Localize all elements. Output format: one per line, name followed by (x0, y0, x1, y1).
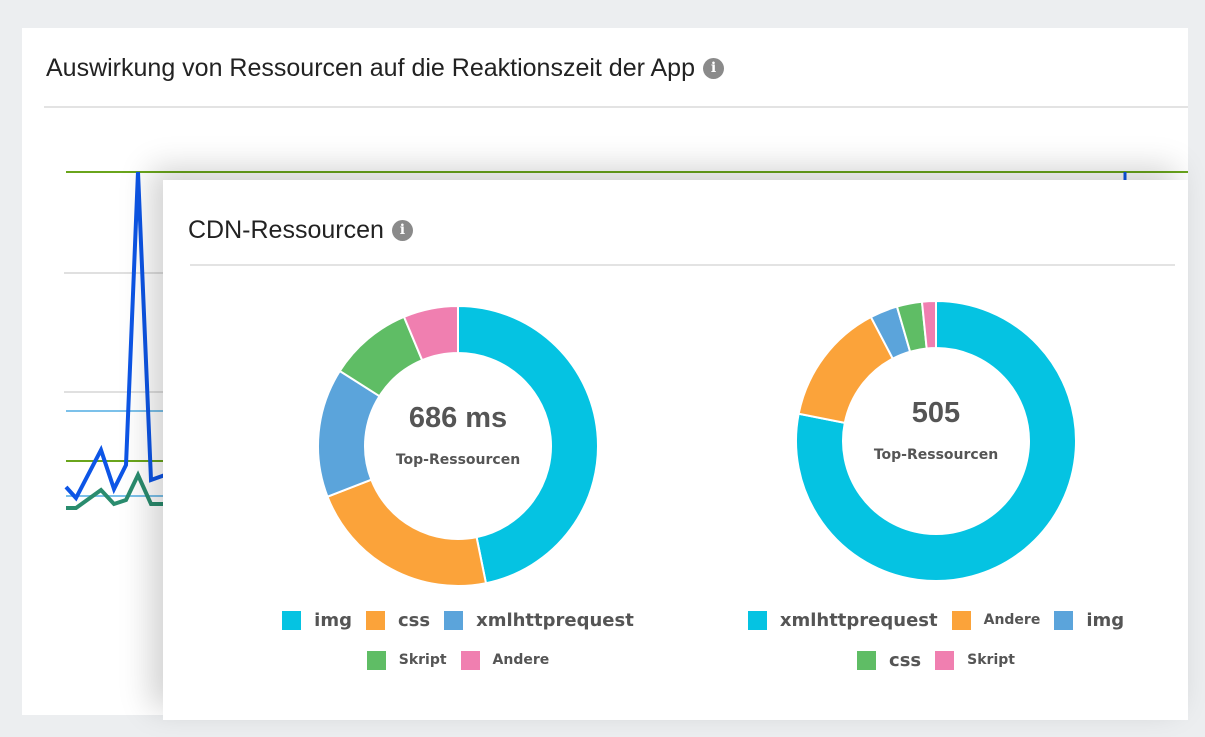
donut-center-label: Top-Ressourcen (873, 447, 999, 463)
donut-center-label: Top-Ressourcen (395, 452, 521, 468)
legend-item-img[interactable]: img (1054, 610, 1124, 631)
series-line-green (66, 470, 165, 510)
card-title-text: Auswirkung von Ressourcen auf die Reakti… (46, 54, 695, 82)
donut-svg (317, 304, 599, 587)
legend-label: css (397, 609, 431, 631)
panel-title-text: CDN-Ressourcen (188, 216, 384, 244)
donut-slice-skript[interactable] (920, 299, 937, 350)
legend-row: Skript Andere (208, 640, 708, 680)
legend-item-css[interactable]: css (857, 650, 921, 671)
donut-legend: img css xmlhttprequest Skript Andere (208, 600, 708, 680)
legend-item-andere[interactable]: Andere (951, 610, 1041, 630)
donut-svg (795, 299, 1077, 582)
legend-item-css[interactable]: css (365, 609, 431, 631)
legend-swatch (460, 650, 480, 670)
legend-label: img (314, 609, 352, 631)
legend-item-andere[interactable]: Andere (460, 650, 550, 670)
legend-swatch (366, 650, 386, 670)
info-icon[interactable]: i (391, 220, 413, 241)
legend-swatch (444, 610, 464, 630)
panel-divider (190, 264, 1175, 266)
legend-label: img (1086, 609, 1125, 631)
card-title: Auswirkung von Ressourcen auf die Reakti… (46, 54, 724, 83)
legend-label: Andere (983, 612, 1041, 628)
donut-slice-xmlhttprequest[interactable] (795, 299, 1077, 582)
legend-row: img css xmlhttprequest (208, 600, 708, 640)
donut-slice-andere[interactable] (402, 304, 459, 362)
donut-center-value: 505 (911, 397, 961, 429)
legend-swatch (857, 650, 877, 670)
legend-row: xmlhttprequest Andere img (686, 600, 1186, 640)
panel-title: CDN-Ressourcen i (188, 216, 413, 245)
legend-label: css (889, 649, 922, 671)
legend-label: xmlhttprequest (476, 609, 634, 631)
legend-item-skript[interactable]: Skript (366, 650, 447, 670)
legend-label: Skript (967, 652, 1015, 668)
legend-swatch (747, 610, 767, 630)
legend-swatch (282, 610, 302, 630)
legend-item-skript[interactable]: Skript (935, 650, 1015, 670)
legend-swatch (1054, 610, 1074, 630)
donut-slice-img[interactable] (457, 304, 599, 585)
legend-swatch (935, 650, 955, 670)
donut-center-value: 686 ms (408, 402, 508, 434)
info-icon[interactable]: i (702, 58, 724, 79)
donut-legend: xmlhttprequest Andere img css Skript (686, 600, 1186, 680)
legend-label: Andere (492, 652, 550, 668)
legend-item-img[interactable]: img (282, 610, 352, 631)
legend-swatch (951, 610, 971, 630)
cdn-resources-panel: CDN-Ressourcen i 686 ms Top-Ressourcen img… (163, 180, 1188, 720)
legend-label: xmlhttprequest (779, 609, 938, 631)
legend-item-xmlhttprequest[interactable]: xmlhttprequest (444, 610, 634, 631)
donut-slice-css[interactable] (326, 478, 488, 587)
legend-item-xmlhttprequest[interactable]: xmlhttprequest (747, 609, 938, 631)
series-line-blue (64, 171, 166, 502)
legend-swatch (365, 610, 385, 630)
legend-row: css Skript (686, 640, 1186, 680)
card-divider (44, 106, 1188, 108)
legend-label: Skript (398, 652, 447, 668)
